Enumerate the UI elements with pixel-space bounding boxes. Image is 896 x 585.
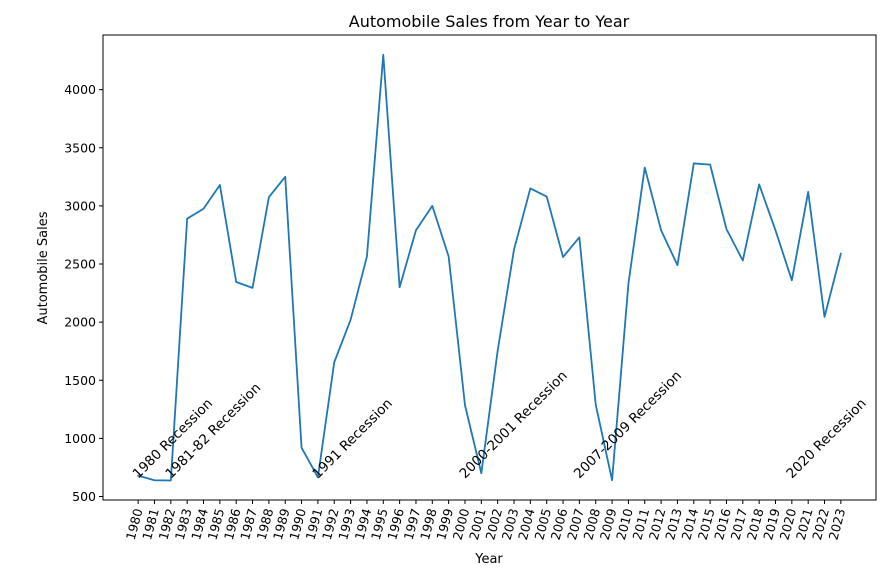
chart-title: Automobile Sales from Year to Year — [349, 12, 630, 31]
recession-annotation: 2020 Recession — [783, 396, 869, 482]
y-tick-label: 1500 — [64, 373, 96, 388]
y-tick-label: 500 — [72, 489, 96, 504]
y-axis-title: Automobile Sales — [36, 211, 51, 324]
plot-area: 5001000150020002500300035004000198019811… — [64, 34, 877, 542]
plot-frame — [102, 34, 877, 501]
y-tick-label: 4000 — [64, 82, 96, 97]
recession-annotation: 2000-2001 Recession — [457, 368, 571, 482]
recession-annotation: 1991 Recession — [309, 396, 395, 482]
y-tick-label: 3500 — [64, 140, 96, 155]
series-line — [137, 53, 842, 482]
x-axis-title: Year — [474, 552, 503, 567]
y-tick-label: 3000 — [64, 198, 96, 213]
recession-annotation: 2007-2009 Recession — [571, 368, 685, 482]
y-tick-label: 2500 — [64, 257, 96, 272]
y-tick-label: 2000 — [64, 315, 96, 330]
y-tick-label: 1000 — [64, 431, 96, 446]
